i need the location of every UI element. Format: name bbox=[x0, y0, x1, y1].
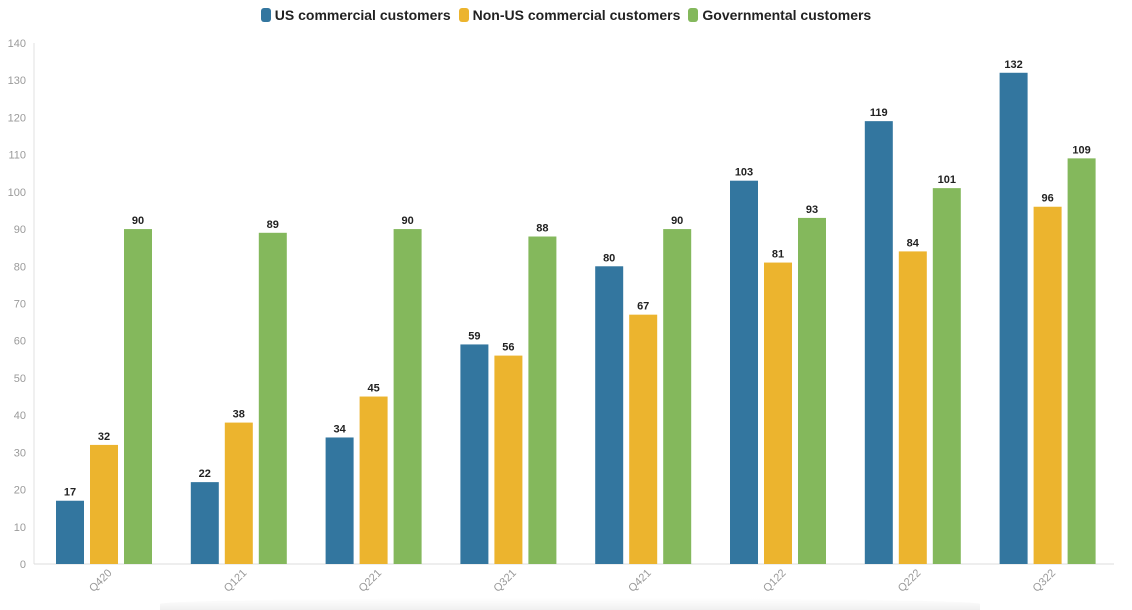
legend-label-us-commercial: US commercial customers bbox=[274, 7, 451, 23]
bar-q321-series-1[interactable] bbox=[494, 355, 523, 564]
data-label: 119 bbox=[870, 107, 888, 119]
bar-q421-series-0[interactable] bbox=[595, 266, 624, 564]
data-label: 17 bbox=[64, 487, 76, 499]
data-label: 101 bbox=[938, 174, 956, 186]
legend: US commercial customers Non-US commercia… bbox=[0, 4, 1132, 26]
y-tick-label: 130 bbox=[8, 75, 26, 87]
data-label: 81 bbox=[772, 249, 784, 261]
data-label: 93 bbox=[806, 204, 818, 216]
data-label: 59 bbox=[468, 330, 480, 342]
data-labels: 17 32 90 22 38 89 34 45 90 59 56 88 80 67 90 103 81 93 119… bbox=[64, 59, 1091, 499]
bar-q221-series-0[interactable] bbox=[325, 437, 354, 564]
x-axis: Q420 Q121 Q221 Q321 Q421 Q122 Q222 Q322 bbox=[34, 563, 1114, 595]
legend-swatch-us-commercial bbox=[260, 8, 271, 22]
y-tick-label: 120 bbox=[8, 112, 26, 124]
data-label: 32 bbox=[98, 431, 110, 443]
data-label: 80 bbox=[603, 252, 615, 264]
data-label: 90 bbox=[401, 215, 413, 227]
data-label: 103 bbox=[735, 167, 753, 179]
x-tick-label: Q221 bbox=[357, 567, 385, 595]
data-label: 90 bbox=[132, 215, 144, 227]
y-tick-label: 100 bbox=[8, 187, 26, 199]
bar-q321-series-0[interactable] bbox=[460, 344, 489, 564]
data-label: 38 bbox=[233, 409, 245, 421]
legend-label-governmental: Governmental customers bbox=[702, 7, 872, 23]
bar-q222-series-2[interactable] bbox=[932, 188, 961, 564]
data-label: 45 bbox=[367, 383, 379, 395]
legend-item-non-us-commercial[interactable]: Non-US commercial customers bbox=[458, 7, 681, 23]
legend-label-non-us-commercial: Non-US commercial customers bbox=[472, 7, 681, 23]
bar-q121-series-2[interactable] bbox=[258, 232, 287, 565]
data-label: 88 bbox=[536, 223, 548, 235]
bar-q322-series-1[interactable] bbox=[1033, 206, 1062, 564]
data-label: 96 bbox=[1041, 193, 1053, 205]
y-tick-label: 90 bbox=[14, 224, 26, 236]
x-tick-label: Q122 bbox=[761, 567, 789, 595]
y-axis: 0 10 20 30 40 50 60 70 80 90 100 110 120 130 140 bbox=[8, 38, 35, 571]
decorative-shadow bbox=[160, 598, 980, 610]
data-label: 22 bbox=[199, 468, 211, 480]
y-tick-label: 110 bbox=[8, 150, 26, 162]
data-label: 84 bbox=[907, 237, 920, 249]
x-tick-label: Q222 bbox=[896, 567, 924, 595]
legend-item-governmental[interactable]: Governmental customers bbox=[688, 7, 871, 23]
bar-q322-series-2[interactable] bbox=[1067, 158, 1096, 564]
y-tick-label: 40 bbox=[14, 410, 26, 422]
y-tick-label: 140 bbox=[8, 38, 26, 50]
bar-q421-series-1[interactable] bbox=[629, 314, 658, 564]
x-tick-label: Q322 bbox=[1031, 567, 1059, 595]
bar-q322-series-0[interactable] bbox=[999, 72, 1028, 565]
y-tick-label: 20 bbox=[14, 485, 26, 497]
bar-q122-series-0[interactable] bbox=[730, 180, 758, 564]
data-label: 34 bbox=[333, 423, 346, 435]
bar-q321-series-2[interactable] bbox=[528, 236, 557, 564]
bar-q121-series-1[interactable] bbox=[224, 422, 253, 564]
bar-q222-series-0[interactable] bbox=[864, 121, 893, 565]
y-tick-label: 10 bbox=[14, 522, 26, 534]
y-tick-label: 50 bbox=[14, 373, 26, 385]
bar-q121-series-0[interactable] bbox=[190, 482, 219, 564]
bar-q222-series-1[interactable] bbox=[898, 251, 927, 564]
x-tick-label: Q421 bbox=[626, 567, 654, 595]
y-tick-label: 30 bbox=[14, 447, 26, 459]
y-tick-label: 70 bbox=[14, 299, 26, 311]
bar-q420-series-1[interactable] bbox=[90, 444, 118, 564]
x-tick-label: Q321 bbox=[491, 567, 519, 595]
bar-q122-series-2[interactable] bbox=[798, 217, 826, 564]
y-tick-label: 0 bbox=[20, 559, 26, 571]
x-tick-label: Q121 bbox=[222, 567, 250, 595]
y-tick-label: 80 bbox=[14, 261, 26, 273]
data-label: 89 bbox=[267, 219, 279, 231]
data-label: 56 bbox=[502, 342, 514, 354]
data-label: 90 bbox=[671, 215, 683, 227]
bars bbox=[56, 72, 1096, 565]
data-label: 132 bbox=[1004, 59, 1022, 71]
bar-q221-series-1[interactable] bbox=[359, 396, 388, 564]
legend-swatch-non-us-commercial bbox=[458, 8, 469, 22]
bar-q122-series-1[interactable] bbox=[764, 262, 792, 564]
bar-q421-series-2[interactable] bbox=[663, 229, 692, 565]
data-label: 67 bbox=[637, 301, 649, 313]
legend-swatch-governmental bbox=[688, 8, 699, 22]
bar-q221-series-2[interactable] bbox=[393, 229, 422, 565]
x-tick-label: Q420 bbox=[87, 567, 115, 595]
bar-q420-series-2[interactable] bbox=[124, 229, 152, 565]
legend-item-us-commercial[interactable]: US commercial customers bbox=[260, 7, 451, 23]
bar-q420-series-0[interactable] bbox=[56, 500, 84, 564]
data-label: 109 bbox=[1072, 144, 1090, 156]
y-tick-label: 60 bbox=[14, 336, 26, 348]
